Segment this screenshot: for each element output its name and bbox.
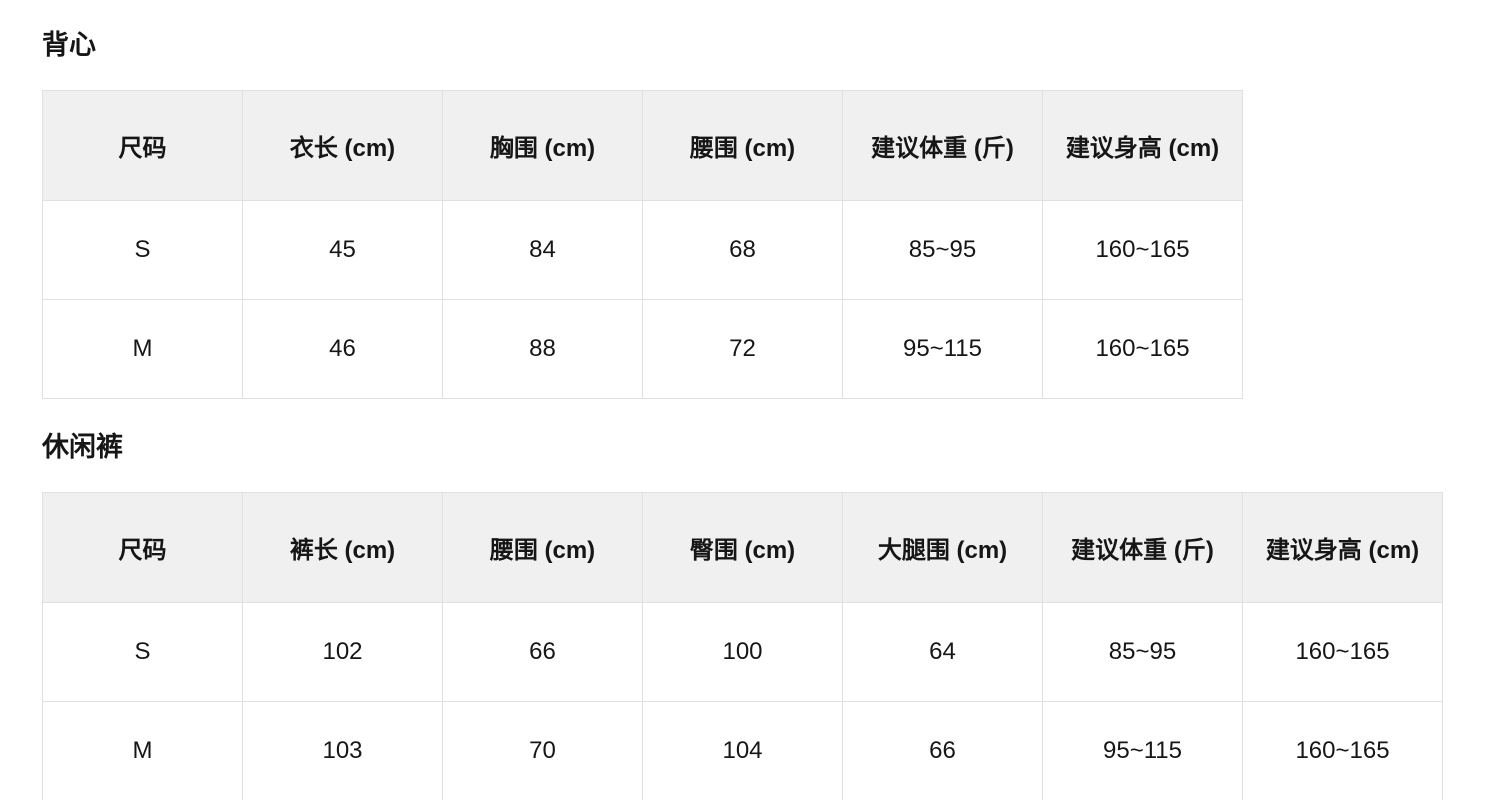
table-row: M 103 70 104 66 95~115 160~165 — [42, 701, 1443, 800]
column-header: 臀围 (cm) — [642, 492, 843, 603]
table-cell: 66 — [442, 602, 643, 702]
table-cell: M — [42, 299, 243, 399]
table-cell: 95~115 — [842, 299, 1043, 399]
table-cell: 95~115 — [1042, 701, 1243, 800]
table-cell: 104 — [642, 701, 843, 800]
table-cell: 160~165 — [1042, 200, 1243, 300]
vest-section-title: 背心 — [42, 30, 96, 60]
pants-section-title: 休闲裤 — [42, 432, 123, 462]
column-header: 建议身高 (cm) — [1042, 90, 1243, 201]
table-cell: S — [42, 200, 243, 300]
table-cell: 160~165 — [1242, 602, 1443, 702]
column-header: 裤长 (cm) — [242, 492, 443, 603]
table-cell: M — [42, 701, 243, 800]
table-row: S 102 66 100 64 85~95 160~165 — [42, 602, 1443, 702]
vest-size-section: 背心 尺码 衣长 (cm) 胸围 (cm) 腰围 (cm) 建议体重 (斤) 建议身高 (… — [42, 27, 1443, 399]
table-cell: 103 — [242, 701, 443, 800]
table-cell: 72 — [642, 299, 843, 399]
column-header: 大腿围 (cm) — [842, 492, 1043, 603]
table-cell: 160~165 — [1242, 701, 1443, 800]
table-cell: 160~165 — [1042, 299, 1243, 399]
column-header: 衣长 (cm) — [242, 90, 443, 201]
table-cell: 102 — [242, 602, 443, 702]
column-header: 尺码 — [42, 90, 243, 201]
column-header: 腰围 (cm) — [442, 492, 643, 603]
header-row: 尺码 裤长 (cm) 腰围 (cm) 臀围 (cm) 大腿围 (cm) 建议体重 (斤) 建… — [42, 492, 1443, 603]
pants-size-section: 休闲裤 尺码 裤长 (cm) 腰围 (cm) 臀围 (cm) 大腿围 (cm) 建议体重 … — [42, 429, 1443, 800]
table-cell: 100 — [642, 602, 843, 702]
header-row: 尺码 衣长 (cm) 胸围 (cm) 腰围 (cm) 建议体重 (斤) 建议身高 (cm) — [42, 90, 1243, 201]
table-cell: 85~95 — [1042, 602, 1243, 702]
column-header: 建议体重 (斤) — [1042, 492, 1243, 603]
table-cell: 88 — [442, 299, 643, 399]
table-cell: 45 — [242, 200, 443, 300]
table-cell: 70 — [442, 701, 643, 800]
table-cell: S — [42, 602, 243, 702]
table-row: S 45 84 68 85~95 160~165 — [42, 200, 1243, 300]
column-header: 胸围 (cm) — [442, 90, 643, 201]
table-row: M 46 88 72 95~115 160~165 — [42, 299, 1243, 399]
table-cell: 64 — [842, 602, 1043, 702]
table-cell: 66 — [842, 701, 1043, 800]
column-header: 建议身高 (cm) — [1242, 492, 1443, 603]
column-header: 腰围 (cm) — [642, 90, 843, 201]
table-cell: 85~95 — [842, 200, 1043, 300]
pants-size-table: 尺码 裤长 (cm) 腰围 (cm) 臀围 (cm) 大腿围 (cm) 建议体重 (斤) 建… — [42, 492, 1443, 800]
table-cell: 46 — [242, 299, 443, 399]
vest-size-table: 尺码 衣长 (cm) 胸围 (cm) 腰围 (cm) 建议体重 (斤) 建议身高 (cm)… — [42, 90, 1243, 399]
table-cell: 84 — [442, 200, 643, 300]
column-header: 建议体重 (斤) — [842, 90, 1043, 201]
table-cell: 68 — [642, 200, 843, 300]
column-header: 尺码 — [42, 492, 243, 603]
